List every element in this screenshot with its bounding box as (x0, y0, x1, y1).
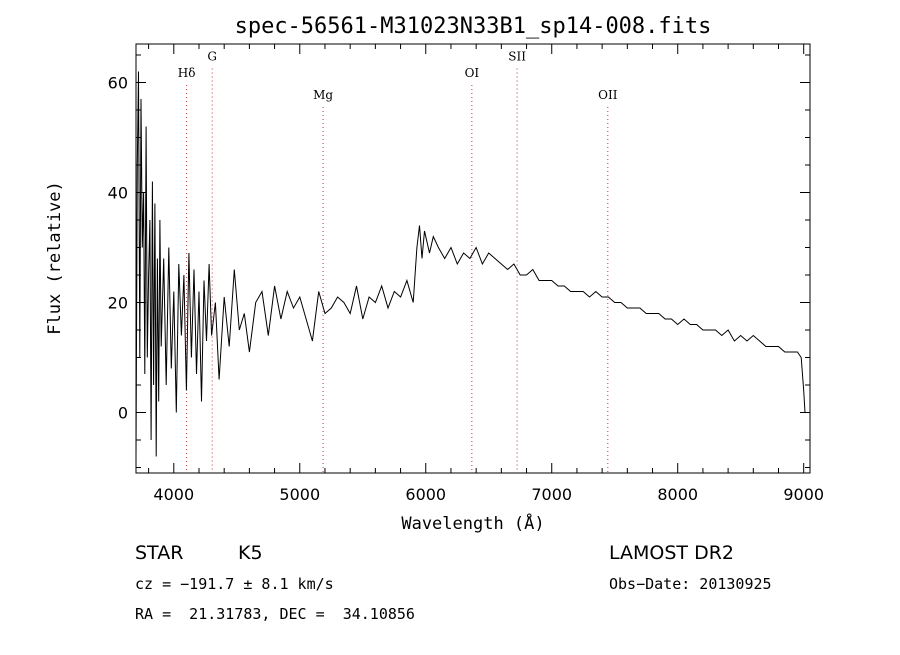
y-axis-label: Flux (relative) (45, 181, 65, 335)
x-tick-label: 5000 (279, 485, 320, 504)
spectral-subclass: K5 (238, 542, 263, 564)
x-axis-label: Wavelength (Å) (401, 512, 544, 534)
chart-title: spec-56561-M31023N33B1_sp14-008.fits (235, 14, 712, 39)
spectral-line-label: OII (598, 88, 618, 102)
x-axis: 4000 5000 6000 7000 8000 9000 (148, 44, 824, 504)
spectral-line-label: SII (508, 50, 526, 64)
spectral-line-label: Hδ (178, 66, 196, 80)
coordinates: RA = 21.31783, DEC = 34.10856 (135, 605, 415, 623)
spectrum-line (135, 71, 806, 457)
redshift-value: cz = −191.7 ± 8.1 km/s (135, 575, 334, 593)
spectral-line-labels: Hδ G Mg OI SII OII (178, 50, 618, 103)
spectral-line-label: OI (465, 66, 480, 80)
x-tick-label: 8000 (657, 485, 698, 504)
spectral-line-markers (186, 68, 609, 473)
spectral-line-label: Mg (313, 88, 333, 102)
survey-name: LAMOST DR2 (609, 542, 734, 564)
y-tick-label: 60 (108, 74, 128, 93)
x-tick-label: 7000 (531, 485, 572, 504)
y-tick-label: 40 (108, 184, 128, 203)
x-tick-label: 9000 (783, 485, 824, 504)
obs-date: Obs−Date: 20130925 (609, 575, 772, 593)
y-tick-label: 0 (118, 404, 128, 423)
spectral-line-label: G (207, 50, 217, 64)
x-tick-label: 4000 (153, 485, 194, 504)
object-type: STAR (135, 542, 183, 564)
plot-frame (135, 43, 811, 474)
y-tick-label: 20 (108, 294, 128, 313)
x-tick-label: 6000 (405, 485, 446, 504)
y-axis: 0 20 40 60 (108, 54, 810, 468)
